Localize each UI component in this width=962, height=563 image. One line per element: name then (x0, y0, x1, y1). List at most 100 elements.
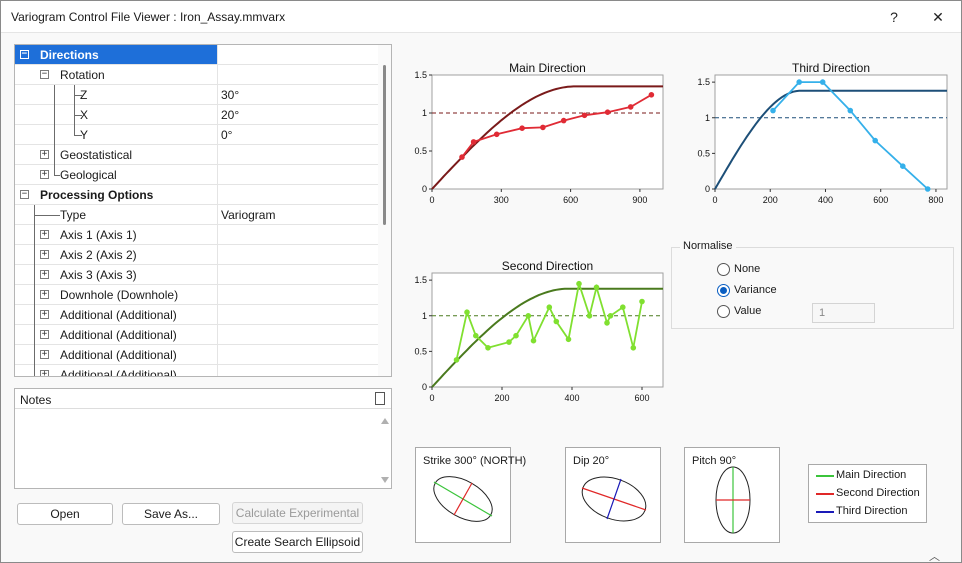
properties-tree[interactable]: − Directions − Rotation Z 30° X 20° Y 0° + Geostati… (14, 44, 392, 377)
scroll-up-icon[interactable] (381, 418, 389, 424)
expand-icon[interactable]: + (40, 369, 49, 377)
collapse-icon[interactable]: − (20, 49, 29, 59)
tree-row-value[interactable] (218, 165, 379, 185)
tree-row[interactable]: + Additional (Additional) (15, 325, 379, 345)
tree-row-label-cell[interactable]: − Directions (15, 45, 218, 65)
expand-icon[interactable]: + (40, 329, 49, 339)
expand-icon[interactable]: + (40, 309, 49, 319)
plot-area (714, 74, 948, 190)
tree-row-value[interactable] (218, 305, 379, 325)
y-tick-label: 0 (705, 184, 710, 194)
experimental-point (530, 337, 537, 344)
tree-row-label-cell[interactable]: + Additional (Additional) (15, 345, 218, 365)
y-tick-label: 1.5 (414, 70, 427, 80)
tree-row[interactable]: + Axis 1 (Axis 1) (15, 225, 379, 245)
tree-row[interactable]: + Axis 2 (Axis 2) (15, 245, 379, 265)
save-as-button[interactable]: Save As... (122, 503, 220, 525)
calculate-experimental-button[interactable]: Calculate Experimental (232, 502, 363, 524)
x-tick-label: 200 (763, 195, 778, 205)
tree-row-value[interactable] (218, 65, 379, 85)
experimental-point (576, 280, 582, 287)
tree-row-value[interactable] (218, 185, 379, 205)
tree-row-value[interactable] (218, 345, 379, 365)
experimental-point (924, 186, 931, 192)
tree-row-value[interactable] (218, 45, 379, 65)
notes-scrollbar[interactable] (378, 410, 391, 488)
tree-row-value[interactable]: 30° (218, 85, 379, 105)
tree-row-value[interactable] (218, 245, 379, 265)
tree-scrollbar-thumb[interactable] (383, 65, 386, 225)
tree-row[interactable]: X 20° (15, 105, 379, 125)
tree-row[interactable]: + Additional (Additional) (15, 305, 379, 325)
tree-row[interactable]: Y 0° (15, 125, 379, 145)
tree-row-label-cell[interactable]: − Processing Options (15, 185, 218, 205)
tree-row-label-cell[interactable]: − Rotation (15, 65, 218, 85)
normalise-value-input[interactable]: 1 (812, 303, 875, 323)
collapse-icon[interactable]: − (20, 189, 29, 199)
expand-icon[interactable]: + (40, 229, 49, 239)
direction-legend: Main Direction Second Direction Third Di… (808, 464, 927, 523)
tree-row-label: Axis 3 (Axis 3) (60, 268, 137, 282)
tree-row-value[interactable]: 20° (218, 105, 379, 125)
tree-row-value[interactable] (218, 145, 379, 165)
dip-ellipse (581, 476, 647, 522)
tree-row-label-cell[interactable]: X (15, 105, 218, 125)
tree-row-label-cell[interactable]: + Axis 2 (Axis 2) (15, 245, 218, 265)
normalise-title: Normalise (680, 240, 736, 252)
x-tick-label: 600 (563, 195, 578, 205)
radio-variance[interactable] (717, 284, 730, 297)
tree-row-value[interactable] (218, 225, 379, 245)
title-bar: Variogram Control File Viewer : Iron_Ass… (1, 1, 961, 33)
expand-icon[interactable]: + (40, 349, 49, 359)
tree-row[interactable]: + Geostatistical (15, 145, 379, 165)
radio-none[interactable] (717, 263, 730, 276)
expand-icon[interactable]: + (40, 269, 49, 279)
tree-row[interactable]: + Axis 3 (Axis 3) (15, 265, 379, 285)
tree-row[interactable]: + Additional (Additional) (15, 345, 379, 365)
radio-value[interactable] (717, 305, 730, 318)
tree-scrollbar[interactable] (378, 45, 391, 376)
expand-icon[interactable]: + (40, 249, 49, 259)
experimental-point (900, 163, 906, 169)
tree-row[interactable]: − Processing Options (15, 185, 379, 205)
tree-row[interactable]: − Directions (15, 45, 379, 65)
scroll-down-icon[interactable] (381, 477, 389, 483)
help-button[interactable]: ? (890, 9, 898, 25)
pitch-ellipse (715, 466, 751, 534)
tree-row[interactable]: + Downhole (Downhole) (15, 285, 379, 305)
tree-row-label-cell[interactable]: + Additional (Additional) (15, 305, 218, 325)
tree-row-label: Processing Options (40, 188, 154, 202)
tree-row-value[interactable] (218, 265, 379, 285)
tree-row-value[interactable] (218, 365, 379, 376)
tree-row[interactable]: + Additional (Additional) (15, 365, 379, 377)
tree-row-value[interactable] (218, 285, 379, 305)
close-button[interactable]: ✕ (932, 8, 944, 25)
tree-row-label-cell[interactable]: + Additional (Additional) (15, 325, 218, 345)
tree-row-value[interactable] (218, 325, 379, 345)
notes-textarea[interactable] (19, 413, 374, 483)
tree-row-value[interactable]: Variogram (218, 205, 379, 225)
tree-row[interactable]: Z 30° (15, 85, 379, 105)
expand-icon[interactable]: + (40, 289, 49, 299)
expand-icon[interactable]: + (40, 169, 49, 179)
collapse-chevron-icon[interactable]: ︿ (929, 551, 940, 563)
tree-row-label-cell[interactable]: Z (15, 85, 218, 105)
tree-row[interactable]: Type Variogram (15, 205, 379, 225)
tree-row-label-cell[interactable]: + Axis 1 (Axis 1) (15, 225, 218, 245)
tree-row[interactable]: − Rotation (15, 65, 379, 85)
document-icon[interactable] (375, 392, 385, 405)
tree-row-label-cell[interactable]: + Geostatistical (15, 145, 218, 165)
tree-row-label-cell[interactable]: + Geological (15, 165, 218, 185)
tree-row-label-cell[interactable]: Y (15, 125, 218, 145)
tree-row-label-cell[interactable]: + Axis 3 (Axis 3) (15, 265, 218, 285)
tree-row-label-cell[interactable]: + Additional (Additional) (15, 365, 218, 377)
collapse-icon[interactable]: − (40, 69, 49, 79)
tree-row[interactable]: + Geological (15, 165, 379, 185)
open-button[interactable]: Open (17, 503, 113, 525)
tree-row-label-cell[interactable]: + Downhole (Downhole) (15, 285, 218, 305)
create-search-ellipsoid-button[interactable]: Create Search Ellipsoid (232, 531, 363, 553)
expand-icon[interactable]: + (40, 149, 49, 159)
radio-none-label: None (734, 263, 761, 275)
tree-row-label-cell[interactable]: Type (15, 205, 218, 225)
tree-row-value[interactable]: 0° (218, 125, 379, 145)
